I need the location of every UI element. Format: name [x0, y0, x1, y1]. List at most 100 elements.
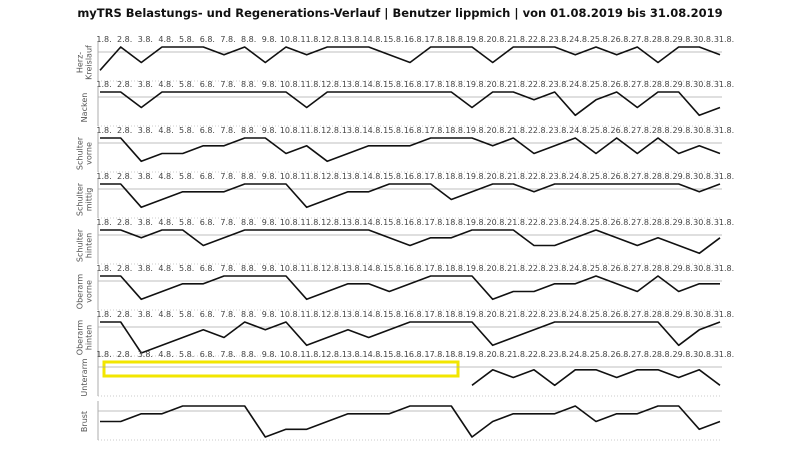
- day-label: 17.8.: [424, 310, 444, 319]
- day-label: 26.8.: [610, 350, 630, 359]
- day-label: 29.8.: [672, 172, 692, 181]
- day-label: 7.8.: [220, 264, 235, 273]
- day-label: 13.8.: [342, 218, 362, 227]
- day-label: 19.8.: [466, 310, 486, 319]
- day-label: 2.8.: [117, 310, 132, 319]
- day-label: 2.8.: [117, 172, 132, 181]
- day-label: 10.8.: [280, 35, 300, 44]
- day-label: 9.8.: [262, 310, 277, 319]
- day-label: 6.8.: [200, 172, 215, 181]
- day-label: 23.8.: [548, 310, 568, 319]
- day-label: 14.8.: [362, 35, 382, 44]
- day-label: 18.8.: [445, 264, 465, 273]
- day-label: 27.8.: [631, 218, 651, 227]
- series-line: [100, 137, 721, 163]
- series-line: [100, 275, 720, 301]
- day-label: 29.8.: [672, 35, 692, 44]
- day-label: 8.8.: [241, 126, 256, 135]
- day-label: 8.8.: [241, 310, 256, 319]
- panel-label: Schultervorne: [76, 136, 94, 170]
- day-label: 22.8.: [528, 126, 548, 135]
- day-label: 7.8.: [220, 350, 235, 359]
- day-label: 6.8.: [200, 218, 215, 227]
- day-label: 12.8.: [321, 126, 341, 135]
- day-label: 22.8.: [528, 310, 548, 319]
- day-label: 20.8.: [486, 126, 506, 135]
- day-label: 26.8.: [610, 310, 630, 319]
- day-label: 31.8.: [714, 264, 734, 273]
- day-label: 16.8.: [404, 80, 424, 89]
- day-label: 17.8.: [424, 35, 444, 44]
- highlight-box: [102, 360, 460, 378]
- day-label: 28.8.: [652, 35, 672, 44]
- series-line: [99, 46, 721, 71]
- day-label: 16.8.: [404, 218, 424, 227]
- day-label: 4.8.: [158, 264, 173, 273]
- day-label: 27.8.: [631, 35, 651, 44]
- day-label: 25.8.: [590, 350, 610, 359]
- panel-label: Schultermittig: [76, 182, 94, 216]
- day-label: 5.8.: [179, 264, 194, 273]
- day-label: 12.8.: [321, 218, 341, 227]
- day-label: 20.8.: [486, 172, 506, 181]
- day-label: 1.8.: [96, 126, 111, 135]
- day-label: 13.8.: [342, 172, 362, 181]
- day-label: 20.8.: [486, 264, 506, 273]
- day-label: 8.8.: [241, 350, 256, 359]
- day-label: 5.8.: [179, 218, 194, 227]
- day-label: 15.8.: [383, 80, 403, 89]
- day-label: 17.8.: [424, 264, 444, 273]
- day-label: 30.8.: [693, 218, 713, 227]
- day-label: 12.8.: [321, 80, 341, 89]
- day-label: 13.8.: [342, 35, 362, 44]
- day-label: 12.8.: [321, 350, 341, 359]
- day-label: 24.8.: [569, 264, 589, 273]
- day-label: 24.8.: [569, 310, 589, 319]
- day-label: 15.8.: [383, 172, 403, 181]
- day-label: 12.8.: [321, 172, 341, 181]
- day-label: 1.8.: [96, 310, 111, 319]
- day-label: 22.8.: [528, 35, 548, 44]
- day-label: 17.8.: [424, 172, 444, 181]
- day-label: 11.8.: [300, 218, 320, 227]
- day-label: 28.8.: [652, 80, 672, 89]
- day-label: 17.8.: [424, 218, 444, 227]
- day-label: 26.8.: [610, 80, 630, 89]
- day-label: 20.8.: [486, 310, 506, 319]
- day-label: 3.8.: [138, 264, 153, 273]
- day-label: 20.8.: [486, 80, 506, 89]
- series-line: [471, 369, 721, 387]
- panel-label: Unterarm: [80, 358, 89, 396]
- day-label: 11.8.: [300, 264, 320, 273]
- day-label: 4.8.: [158, 35, 173, 44]
- day-label: 2.8.: [117, 218, 132, 227]
- day-label: 12.8.: [321, 264, 341, 273]
- day-label: 29.8.: [672, 350, 692, 359]
- day-label: 18.8.: [445, 35, 465, 44]
- day-label: 24.8.: [569, 80, 589, 89]
- day-label: 30.8.: [693, 80, 713, 89]
- day-label: 9.8.: [262, 172, 277, 181]
- day-label: 19.8.: [466, 218, 486, 227]
- day-label: 3.8.: [138, 126, 153, 135]
- day-label: 7.8.: [220, 126, 235, 135]
- day-label: 4.8.: [158, 310, 173, 319]
- day-label: 2.8.: [117, 35, 132, 44]
- day-label: 5.8.: [179, 126, 194, 135]
- series-line: [100, 321, 721, 354]
- day-label: 11.8.: [300, 35, 320, 44]
- day-label: 13.8.: [342, 350, 362, 359]
- day-label: 25.8.: [590, 172, 610, 181]
- day-label: 22.8.: [528, 172, 548, 181]
- day-label: 16.8.: [404, 126, 424, 135]
- day-label: 8.8.: [241, 35, 256, 44]
- day-label: 25.8.: [590, 126, 610, 135]
- day-label: 1.8.: [96, 264, 111, 273]
- day-label: 6.8.: [200, 126, 215, 135]
- day-label: 2.8.: [117, 126, 132, 135]
- day-label: 1.8.: [96, 350, 111, 359]
- day-label: 29.8.: [672, 264, 692, 273]
- day-label: 30.8.: [693, 172, 713, 181]
- day-label: 6.8.: [200, 350, 215, 359]
- day-label: 14.8.: [362, 80, 382, 89]
